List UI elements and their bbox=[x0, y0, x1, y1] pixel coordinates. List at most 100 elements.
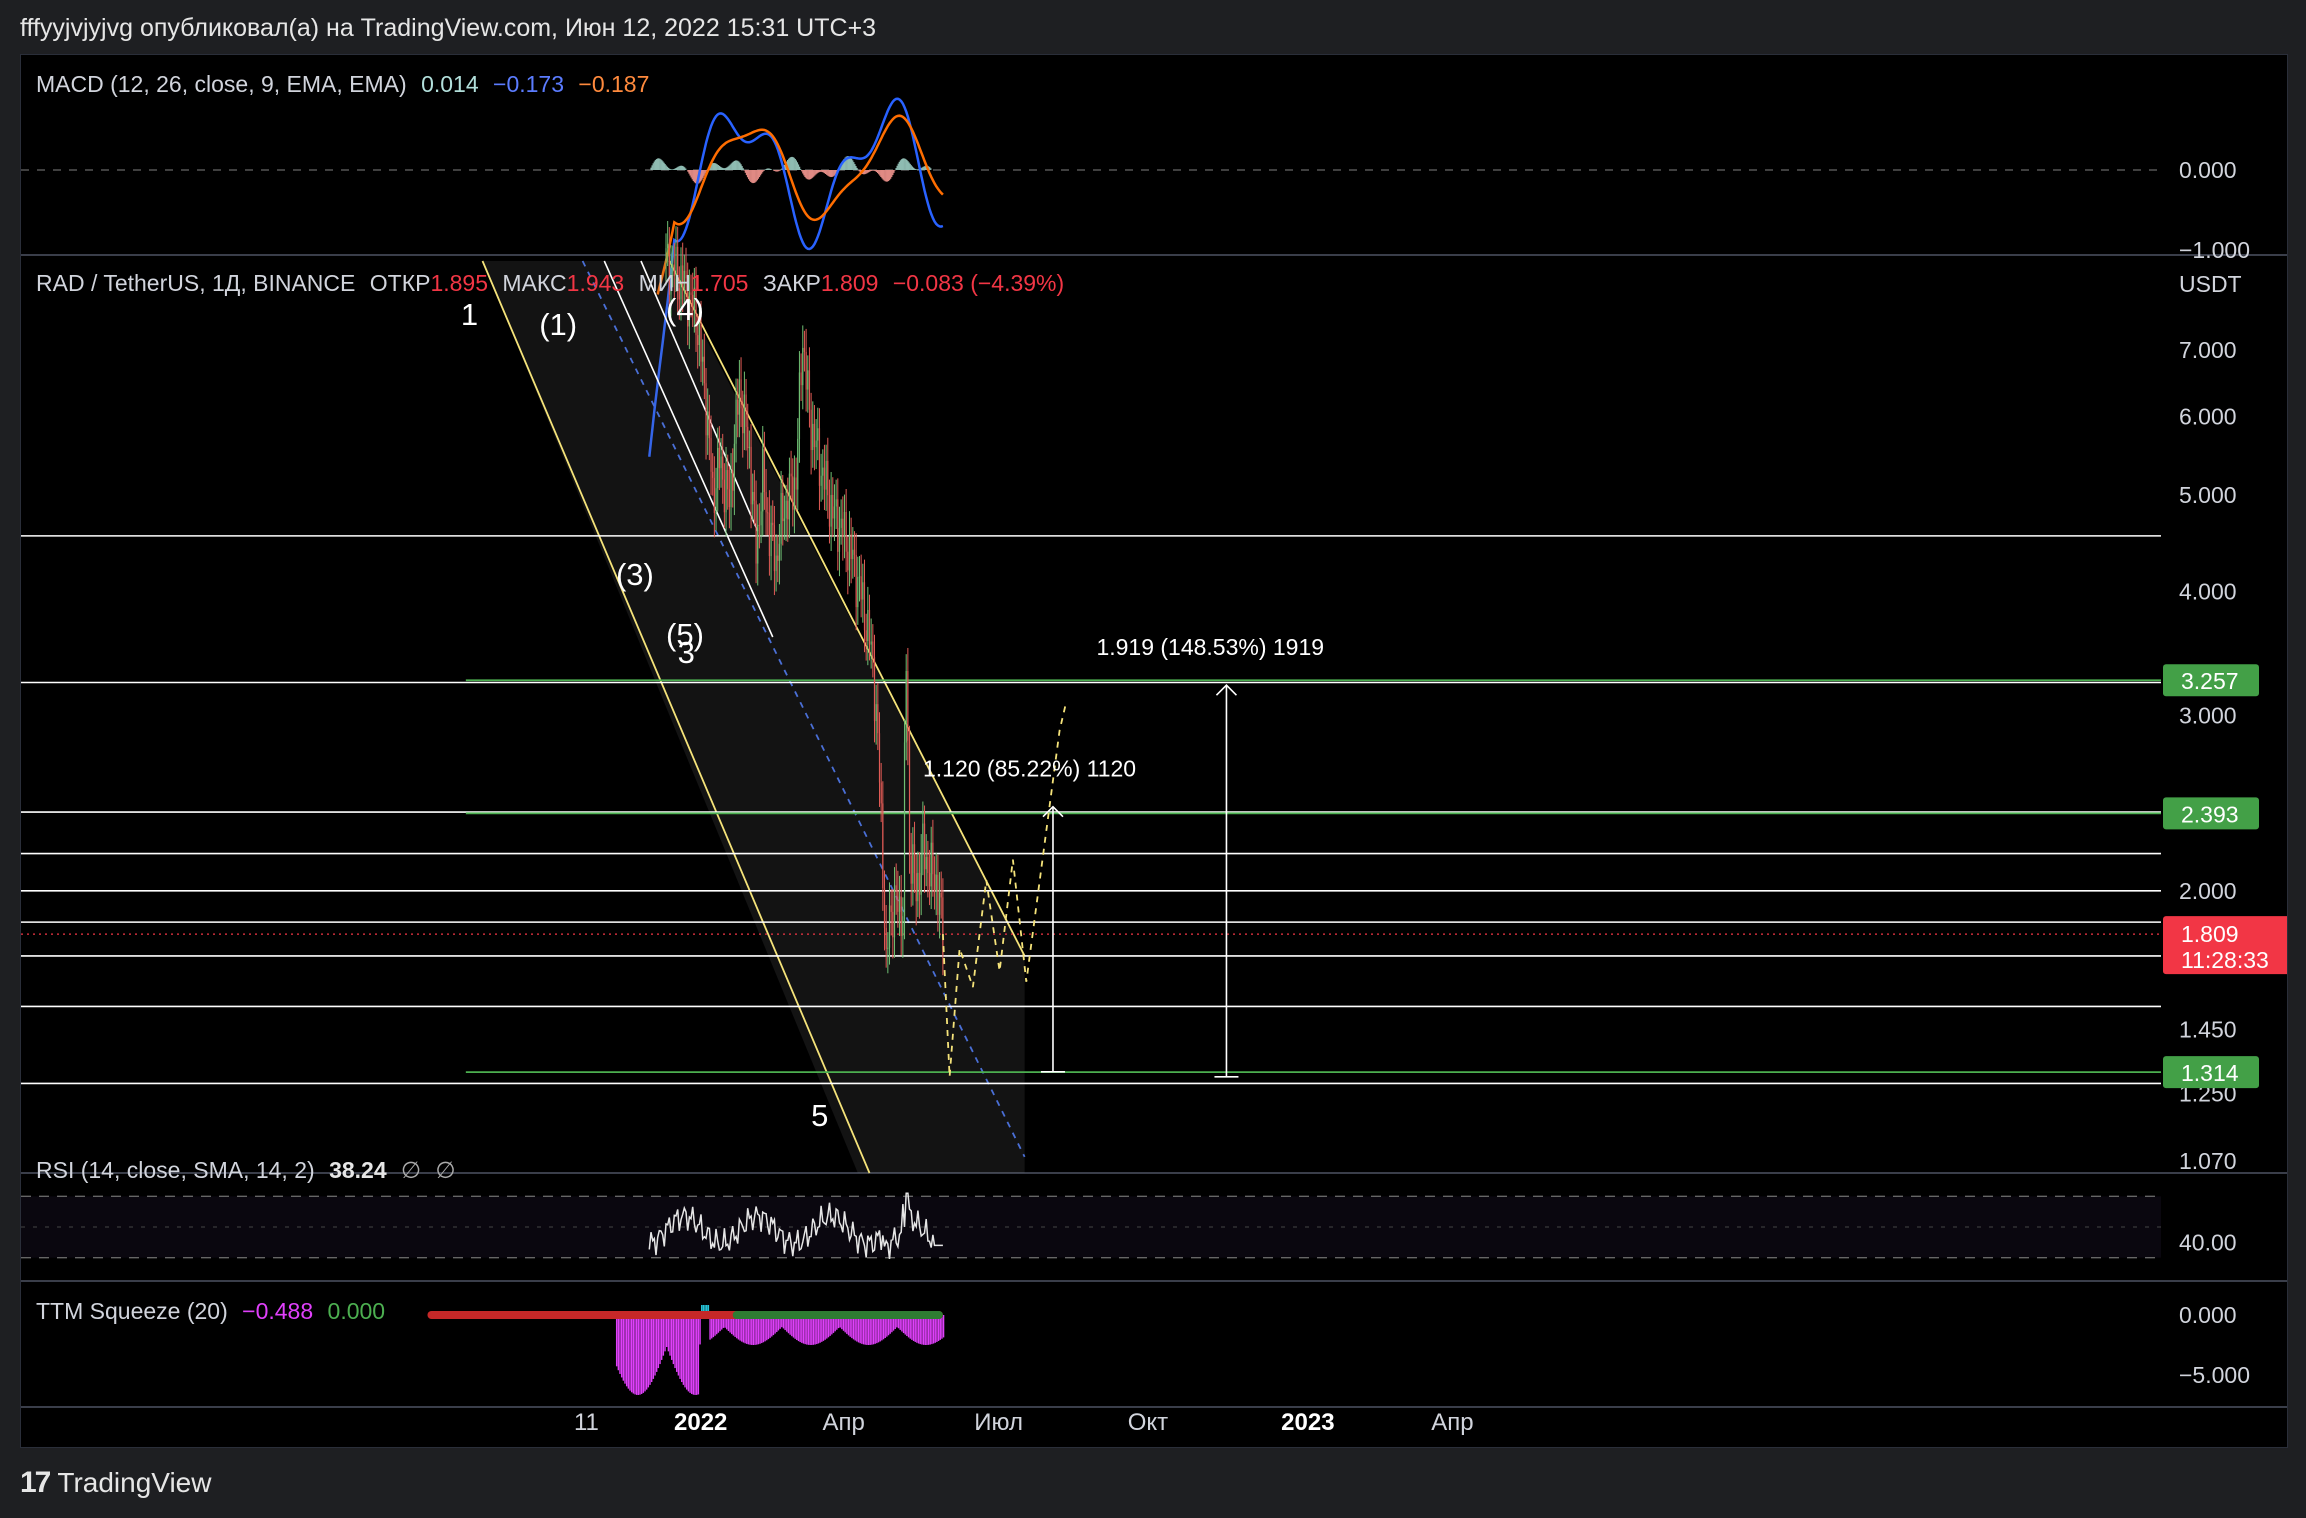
macd-histogram-bar bbox=[719, 166, 722, 170]
x-axis-label-4: Окт bbox=[1128, 1409, 1168, 1436]
candle-body bbox=[920, 853, 922, 895]
candle-body bbox=[885, 927, 887, 949]
candle-body bbox=[685, 270, 687, 279]
macd-histogram-bar bbox=[663, 162, 665, 170]
ttm-histogram-bar bbox=[912, 1315, 915, 1341]
candle-body bbox=[803, 347, 806, 352]
candle-body bbox=[795, 477, 797, 490]
candle-body bbox=[753, 491, 756, 501]
macd-histogram-bar bbox=[802, 170, 804, 174]
ttm-histogram-bar bbox=[727, 1315, 730, 1331]
macd-histogram-bar bbox=[715, 163, 717, 170]
macd-histogram-bar bbox=[752, 170, 754, 184]
macd-histogram-bar bbox=[652, 163, 654, 170]
measure-label-1: 1.120 (85.22%) 1120 bbox=[923, 756, 1136, 782]
ttm-histogram-bar bbox=[676, 1315, 678, 1372]
candle-body bbox=[828, 495, 831, 527]
ttm-histogram-bar bbox=[824, 1315, 826, 1340]
macd-histogram-bar bbox=[674, 168, 676, 170]
candle-body bbox=[787, 500, 789, 520]
macd-histogram-bar bbox=[766, 168, 768, 170]
candle-body bbox=[873, 657, 876, 722]
macd-histogram-bar bbox=[732, 161, 735, 170]
ttm-histogram-bar bbox=[620, 1315, 623, 1378]
candle-body bbox=[842, 518, 844, 538]
candle-body bbox=[815, 440, 817, 448]
ttm-histogram-bar bbox=[639, 1315, 641, 1395]
macd-histogram-bar bbox=[797, 164, 800, 170]
macd-histogram-bar bbox=[759, 170, 762, 176]
price-axis-label-8: 1.070 bbox=[2179, 1148, 2237, 1174]
candle-body bbox=[867, 609, 869, 641]
candle-body bbox=[872, 641, 874, 658]
chart-area[interactable]: 0.000 −1.000 USDT 7.000 6.000 5.000 4.000 3.000… bbox=[20, 54, 2288, 1448]
candle-body bbox=[890, 905, 892, 912]
chart-svg[interactable]: 0.000 −1.000 USDT 7.000 6.000 5.000 4.000 3.000… bbox=[21, 55, 2287, 1447]
ttm-histogram-bar bbox=[711, 1315, 713, 1339]
macd-histogram-bar bbox=[803, 170, 805, 176]
candle-body bbox=[908, 740, 911, 856]
candle-body bbox=[678, 288, 680, 300]
ttm-histogram-bar bbox=[911, 1315, 913, 1340]
candle-body bbox=[717, 447, 719, 489]
macd-histogram-bar bbox=[720, 167, 723, 170]
ttm-legend-v2: 0.000 bbox=[327, 1298, 386, 1324]
candle-body bbox=[812, 423, 814, 451]
macd-histogram-bar bbox=[781, 168, 783, 170]
candle-body bbox=[708, 411, 710, 439]
brand-name[interactable]: TradingView bbox=[57, 1467, 212, 1498]
macd-histogram-bar bbox=[723, 168, 725, 170]
ttm-histogram-bar bbox=[797, 1315, 800, 1342]
footer: 17 TradingView bbox=[20, 1466, 211, 1500]
ttm-histogram-bar bbox=[777, 1315, 780, 1331]
macd-histogram-bar bbox=[875, 170, 878, 173]
macd-histogram-bar bbox=[895, 168, 897, 170]
macd-histogram-bar bbox=[873, 170, 876, 171]
ttm-histogram-bar bbox=[752, 1315, 755, 1345]
ttm-histogram-bar bbox=[706, 1305, 708, 1315]
macd-histogram-bar bbox=[810, 170, 813, 179]
macd-histogram-bar bbox=[862, 170, 865, 175]
macd-histogram-bar bbox=[815, 170, 817, 175]
macd-histogram-bar bbox=[901, 158, 904, 170]
macd-histogram-bar bbox=[688, 170, 690, 174]
candle-body bbox=[895, 885, 897, 891]
ttm-histogram-bar bbox=[916, 1315, 918, 1343]
macd-histogram-bar bbox=[883, 170, 885, 181]
publication-header: fffyyjvjyjvg опубликовал(а) на TradingVi… bbox=[20, 14, 877, 42]
ttm-histogram-bar bbox=[821, 1315, 823, 1342]
macd-histogram-bar bbox=[809, 170, 812, 180]
ttm-histogram-bar bbox=[664, 1315, 666, 1352]
candle-body bbox=[912, 844, 914, 884]
candle-body bbox=[938, 892, 941, 915]
macd-histogram-bar bbox=[704, 170, 706, 174]
candle-body bbox=[748, 446, 750, 449]
candle-body bbox=[837, 499, 839, 552]
candle-body bbox=[738, 379, 740, 415]
wave-label-4: (5) bbox=[666, 617, 704, 652]
macd-histogram-bar bbox=[772, 170, 775, 171]
macd-histogram-bar bbox=[820, 170, 822, 172]
macd-histogram-bar bbox=[867, 170, 869, 173]
candle-body bbox=[768, 513, 771, 557]
ttm-histogram-bar bbox=[876, 1315, 878, 1344]
macd-histogram-bar bbox=[712, 163, 714, 170]
candle-body bbox=[765, 492, 767, 513]
ttm-histogram-bar bbox=[691, 1315, 693, 1394]
ttm-histogram-bar bbox=[739, 1315, 741, 1341]
macd-histogram-bar bbox=[665, 165, 667, 170]
macd-histogram-bar bbox=[739, 162, 741, 170]
macd-histogram-bar bbox=[898, 161, 900, 170]
macd-histogram-bar bbox=[691, 170, 693, 180]
candle-body bbox=[687, 278, 689, 327]
macd-histogram-bar bbox=[676, 167, 678, 170]
projection-path bbox=[942, 701, 1068, 1077]
ttm-histogram-bar bbox=[666, 1315, 668, 1347]
macd-legend-hist: 0.014 bbox=[421, 71, 479, 97]
ttm-histogram-bar bbox=[817, 1315, 820, 1344]
candle-body bbox=[907, 671, 909, 741]
candle-body bbox=[710, 438, 712, 472]
macd-histogram-bar bbox=[774, 170, 776, 172]
macd-histogram-bar bbox=[754, 170, 756, 183]
candle-body bbox=[835, 499, 837, 507]
